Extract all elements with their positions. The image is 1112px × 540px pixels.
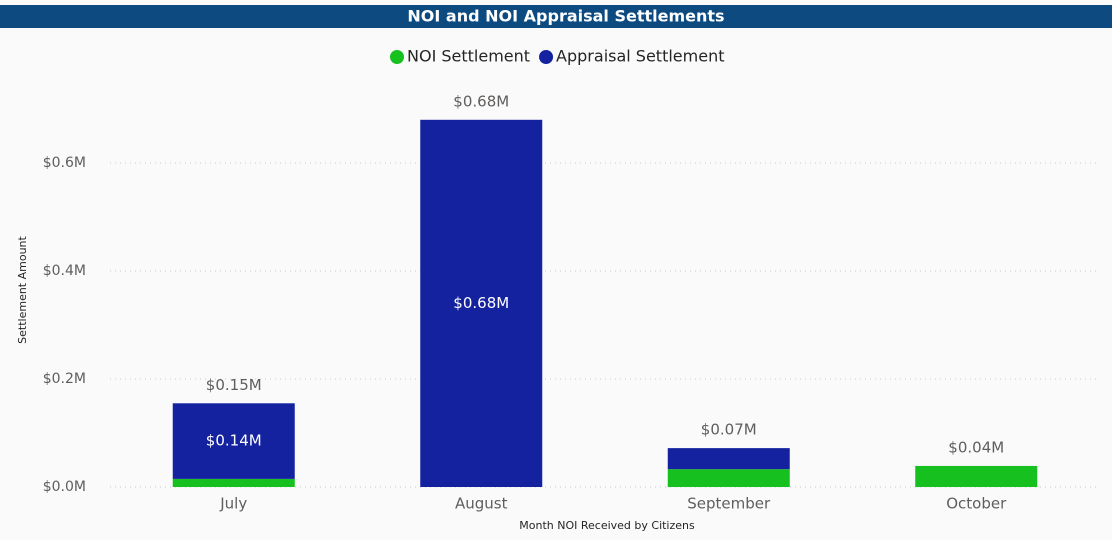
legend-marker	[390, 50, 404, 64]
data-label: $0.14M	[206, 432, 262, 450]
y-axis-title: Settlement Amount	[16, 235, 29, 343]
bar-segment	[667, 448, 790, 470]
y-tick-label: $0.4M	[43, 263, 86, 279]
legend-marker	[539, 50, 554, 64]
total-label: $0.04M	[948, 438, 1004, 456]
data-label: $0.68M	[453, 294, 509, 312]
title-bar	[0, 5, 1112, 28]
total-label: $0.15M	[206, 376, 262, 394]
bar-segment	[172, 403, 295, 479]
x-tick-label: September	[687, 495, 771, 513]
y-tick-label: $0.6M	[43, 155, 86, 171]
bar-segment	[420, 119, 543, 488]
chart-title: NOI and NOI Appraisal Settlements	[407, 7, 724, 26]
x-tick-label: October	[946, 495, 1007, 513]
bar-segment	[667, 469, 790, 487]
y-tick-label: $0.2M	[43, 371, 86, 387]
bar-segment	[172, 478, 295, 487]
x-tick-label: August	[455, 495, 508, 513]
total-label: $0.07M	[701, 421, 757, 439]
bar-segment	[915, 465, 1038, 487]
total-label: $0.68M	[453, 92, 509, 110]
legend-label: Appraisal Settlement	[556, 47, 724, 66]
x-axis-title: Month NOI Received by Citizens	[519, 519, 695, 532]
y-tick-label: $0.0M	[43, 479, 86, 495]
legend-label: NOI Settlement	[407, 47, 530, 66]
x-tick-label: July	[219, 495, 247, 513]
